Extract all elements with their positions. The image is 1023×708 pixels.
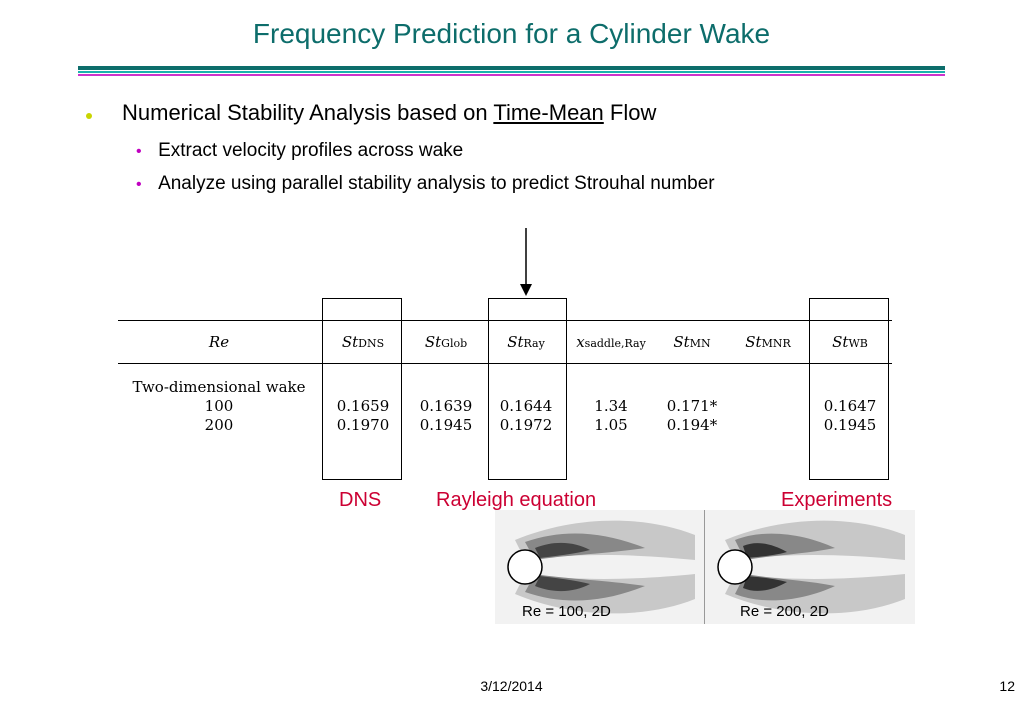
down-arrow-icon [520, 228, 532, 296]
table-cell: 0.1639 [419, 397, 473, 415]
label-experiments: Experiments [781, 489, 893, 511]
label-rayleigh: Rayleigh equation [436, 489, 597, 511]
table-cell: 100 [204, 397, 234, 415]
bullet-main-text-end: Flow [603, 100, 657, 125]
bullet-main: Numerical Stability Analysis based on Ti… [122, 100, 656, 126]
wake-images [495, 510, 915, 624]
table-cell: 0.1945 [419, 416, 473, 434]
header-st-mn: StMN [656, 320, 728, 364]
table-cell [728, 416, 808, 435]
table-row: 200 0.1970 0.1945 0.1972 1.05 0.194* 0.1… [118, 416, 892, 435]
bullet-main-text: Numerical Stability Analysis based on [122, 100, 494, 125]
table-header-row: Re StDNS StGlob StRay xsaddle,Ray StMN S… [118, 320, 892, 364]
bullet-dot-icon [86, 113, 92, 119]
header-st-glob: StGlob [406, 320, 486, 364]
table-cell: 0.194* [666, 416, 718, 434]
caption-re100: Re = 100, 2D [522, 603, 611, 620]
page-number: 12 [999, 678, 1015, 694]
table-row: 100 0.1659 0.1639 0.1644 1.34 0.171* 0.1… [118, 397, 892, 416]
sub-bullet-2: • Analyze using parallel stability analy… [136, 173, 715, 195]
footer-date: 3/12/2014 [480, 678, 543, 694]
label-dns: DNS [339, 489, 382, 511]
title-rule-teal [78, 71, 945, 73]
bullet-main-underline: Time-Mean [493, 100, 604, 125]
header-st-ray: StRay [486, 320, 566, 364]
table-cell: 0.1972 [499, 416, 553, 434]
header-st-wb: StWB [808, 320, 892, 364]
table-cell: 0.1647 [823, 397, 877, 415]
caption-re200: Re = 200, 2D [740, 603, 829, 620]
table-cell: 1.05 [594, 416, 628, 434]
title-rule-magenta [78, 74, 945, 76]
header-st-mnr: StMNR [728, 320, 808, 364]
table-row: Two-dimensional wake [118, 364, 892, 398]
table-cell: 0.1945 [823, 416, 877, 434]
table-cell: 0.1644 [499, 397, 553, 415]
sub-bullet-dot-icon: • [136, 143, 142, 160]
table-cell: 200 [204, 416, 234, 434]
header-x-saddle: xsaddle,Ray [566, 320, 656, 364]
slide-title: Frequency Prediction for a Cylinder Wake [252, 18, 771, 49]
sub-bullet-1: • Extract velocity profiles across wake [136, 140, 463, 162]
highlight-box-experiments [809, 298, 889, 480]
sub-bullet-text: Extract velocity profiles across wake [158, 140, 464, 161]
highlight-box-rayleigh [488, 298, 567, 480]
table-cell: 0.1970 [336, 416, 390, 434]
title-rule-dark [78, 66, 945, 70]
sub-bullet-dot-icon: • [136, 176, 142, 193]
table-cell: 1.34 [594, 397, 628, 415]
image-separator [704, 510, 705, 624]
table-cell: Two-dimensional wake [132, 378, 306, 396]
table-cell: 0.1659 [336, 397, 390, 415]
sub-bullet-text: Analyze using parallel stability analysi… [158, 173, 715, 194]
header-st-dns: StDNS [320, 320, 406, 364]
highlight-box-dns [322, 298, 402, 480]
wake-visualization [507, 520, 905, 614]
table-cell [728, 397, 808, 416]
strouhal-table: Re StDNS StGlob StRay xsaddle,Ray StMN S… [118, 320, 892, 435]
table-cell: 0.171* [666, 397, 718, 415]
header-re: Re [118, 320, 320, 364]
